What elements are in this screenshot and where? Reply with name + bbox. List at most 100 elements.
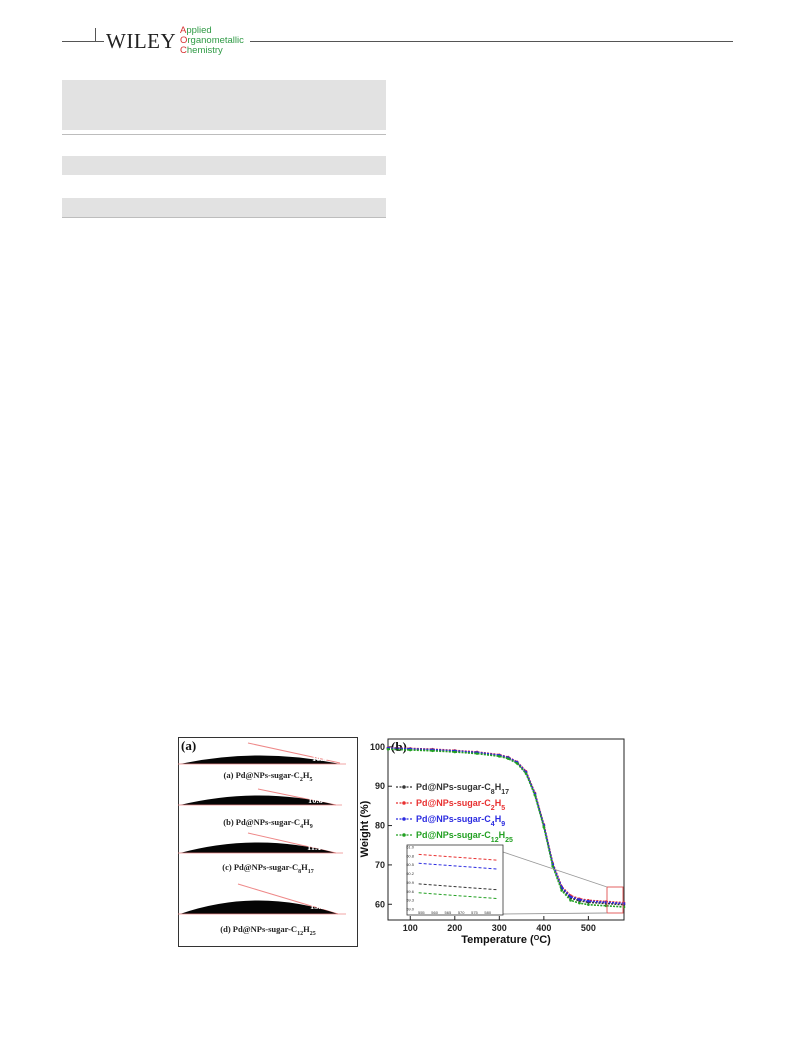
- data-point: [524, 772, 528, 775]
- contact-angle-b: 10.8°: [308, 795, 326, 805]
- y-tick-label: 70: [375, 860, 385, 870]
- data-point: [560, 889, 563, 892]
- journal-line-1: Applied: [180, 25, 212, 36]
- x-tick-label: 200: [447, 923, 462, 933]
- zoom-connector-top: [502, 851, 608, 888]
- inset-y-tick-label: 60.8: [406, 853, 415, 858]
- data-point: [453, 750, 457, 754]
- inset-series-line: [418, 883, 499, 891]
- data-point: [587, 899, 590, 903]
- publisher-logo: WILEY: [104, 29, 179, 53]
- panel-a-label: (a): [181, 738, 196, 753]
- data-point: [475, 752, 479, 755]
- inset-series-line: [418, 853, 499, 861]
- journal-line-2: Organometallic: [180, 35, 244, 46]
- caption-d: (d) Pd@NPs-sugar-C12H25: [220, 924, 315, 937]
- chart-legend: Pd@NPs-sugar-C8H17 Pd@NPs-sugar-C2H5 Pd@NP…: [396, 782, 513, 844]
- table-rule: [62, 134, 386, 135]
- inset-series-line: [418, 862, 499, 870]
- y-tick-label: 80: [375, 821, 385, 831]
- table-header-block: [62, 80, 386, 130]
- inset-y-tick-label: 60.2: [406, 871, 415, 876]
- legend-marker: [402, 817, 406, 821]
- data-point: [578, 901, 581, 905]
- panel-b-label: (b): [391, 739, 407, 754]
- zoom-region-box: [606, 886, 624, 914]
- inset-frame: [406, 844, 504, 916]
- panel-a-frame: [178, 737, 358, 947]
- zoom-connector-bottom: [502, 912, 608, 915]
- x-axis-label: Temperature (OC): [461, 934, 551, 946]
- contact-angle-c: 11.1°: [307, 842, 325, 852]
- journal-line-3: Chemistry: [180, 45, 223, 56]
- x-axis-ticks: 100 200 300 400 500: [403, 916, 596, 933]
- table-row-shaded: [62, 198, 386, 217]
- panel-a-contact-angles: (a) 10.4° (a) Pd@NPs-sugar-C2H5 10.8° (b…: [178, 737, 358, 947]
- inset-y-tick-label: 59.9: [406, 880, 415, 885]
- inset-y-tick-label: 59.3: [406, 898, 415, 903]
- droplet-shape-d: [180, 900, 338, 914]
- legend-label: Pd@NPs-sugar-C12H25: [416, 830, 513, 844]
- table-row-shaded: [62, 156, 386, 175]
- header-rule-left: [62, 41, 104, 42]
- y-tick-label: 60: [375, 899, 385, 909]
- y-axis-ticks: 60 70 80 90 100: [370, 742, 392, 909]
- droplet-b: 10.8°: [178, 788, 342, 806]
- caption-c: (c) Pd@NPs-sugar-C8H17: [222, 862, 313, 875]
- droplet-d: 13.2°: [178, 883, 346, 915]
- droplet-shape-b: [180, 795, 336, 805]
- data-point: [569, 895, 572, 899]
- legend-label: Pd@NPs-sugar-C8H17: [416, 782, 509, 796]
- y-axis-label: Weight (%): [359, 800, 371, 857]
- y-tick-label: 90: [375, 781, 385, 791]
- data-point: [515, 762, 519, 765]
- data-point: [506, 757, 510, 760]
- inset-x-tick-label: 575: [471, 910, 478, 915]
- series-line-3: [387, 747, 625, 905]
- x-tick-label: 400: [536, 923, 551, 933]
- data-point: [386, 747, 390, 751]
- x-tick-label: 500: [581, 923, 596, 933]
- data-point: [533, 793, 537, 797]
- y-tick-label: 100: [370, 742, 385, 752]
- header-tick: [95, 28, 96, 42]
- tangent-line-a: [247, 742, 341, 764]
- data-point: [578, 898, 581, 901]
- series-lines: [386, 746, 626, 909]
- inset-y-tick-label: 59.0: [406, 907, 415, 912]
- legend-marker: [402, 801, 406, 805]
- inset-x-tick-label: 565: [445, 910, 452, 915]
- legend-label: Pd@NPs-sugar-C2H5: [416, 798, 505, 812]
- data-point: [587, 903, 590, 906]
- inset-x-tick-label: 560: [431, 910, 438, 915]
- inset-x-tick-label: 580: [484, 910, 491, 915]
- inset-x-tick-label: 555: [418, 910, 425, 915]
- data-point: [569, 899, 572, 902]
- legend-marker: [402, 785, 406, 789]
- droplet-shape-c: [180, 842, 336, 853]
- journal-name: Applied Organometallic Chemistry: [178, 26, 246, 56]
- caption-b: (b) Pd@NPs-sugar-C4H9: [223, 817, 312, 830]
- inset-y-tick-label: 59.6: [406, 889, 415, 894]
- inset-series-line: [418, 892, 499, 900]
- droplet-a: 10.4°: [178, 742, 346, 765]
- inset-y-tick-label: 61.0: [406, 845, 415, 850]
- series-line-1: [387, 747, 625, 906]
- data-point: [551, 865, 555, 868]
- x-tick-label: 100: [403, 923, 418, 933]
- x-tick-label: 300: [492, 923, 507, 933]
- legend-marker: [402, 833, 406, 837]
- inset-y-tick-label: 60.5: [406, 862, 415, 867]
- contact-angle-a: 10.4°: [312, 753, 330, 763]
- data-point: [431, 749, 434, 753]
- data-point: [498, 755, 501, 758]
- data-point: [542, 825, 546, 829]
- inset-x-tick-label: 570: [458, 910, 465, 915]
- droplet-c: 11.1°: [178, 832, 343, 854]
- caption-a: (a) Pd@NPs-sugar-C2H5: [224, 770, 313, 783]
- data-point: [408, 748, 412, 752]
- table-bottom-rule: [62, 217, 386, 218]
- header-rule-right: [250, 41, 733, 42]
- legend-label: Pd@NPs-sugar-C4H9: [416, 814, 505, 828]
- panel-b-tga-chart: (b) 60 70 80 90 100 100 200 300 400 500 Weight (…: [359, 738, 626, 946]
